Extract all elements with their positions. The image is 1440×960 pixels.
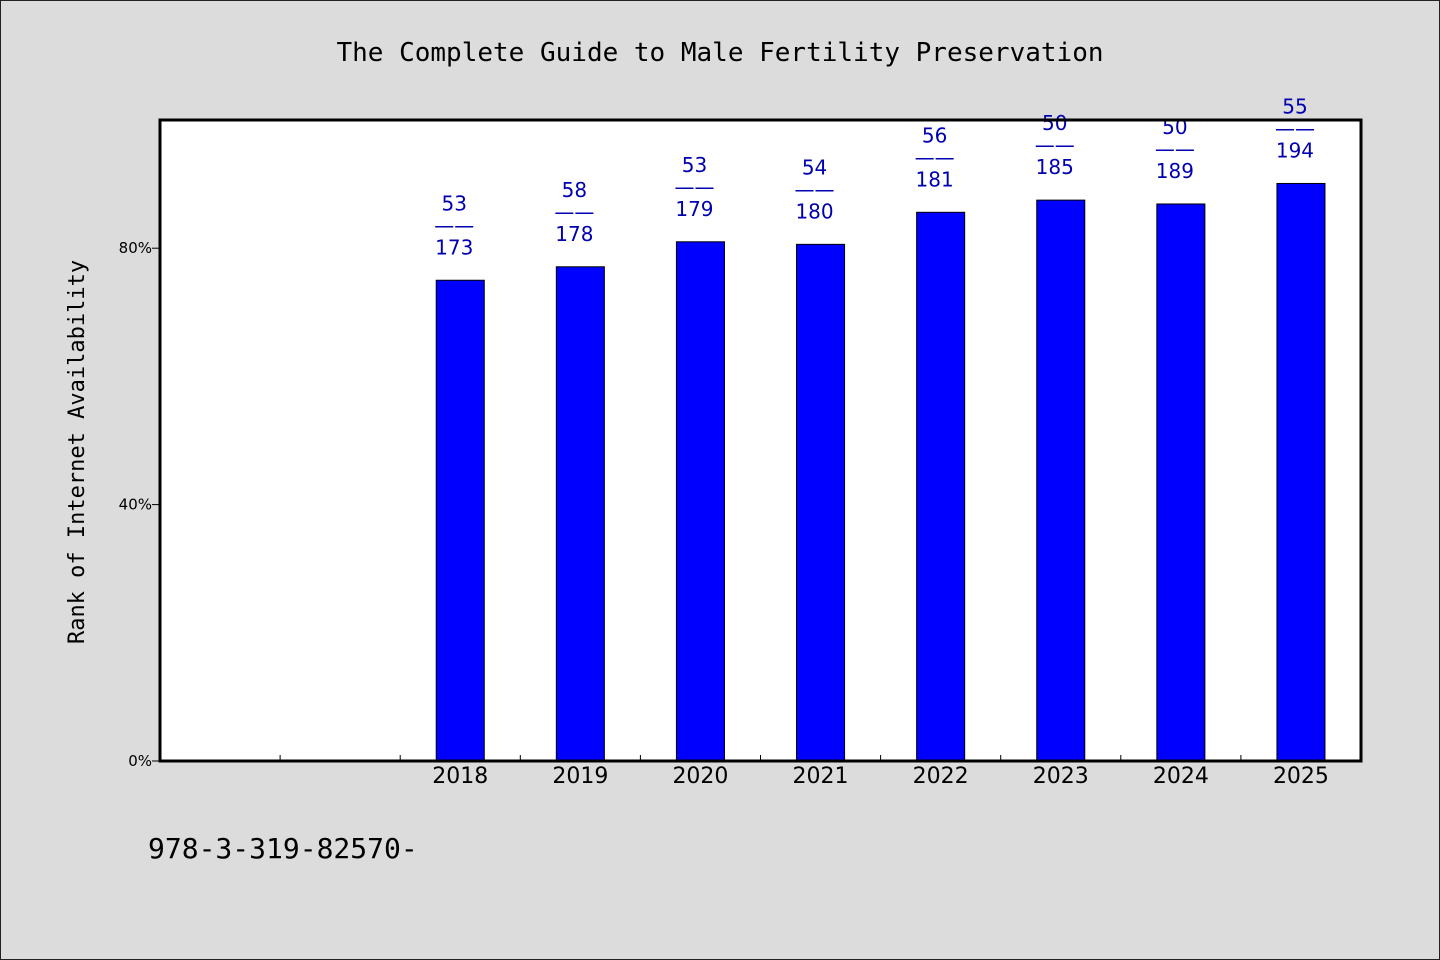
bar-2025 <box>1276 182 1326 762</box>
bar-2018 <box>435 279 485 762</box>
data-label-2025: 55 <box>1282 94 1307 118</box>
x-tick-label-2025: 2025 <box>1273 764 1329 789</box>
bar-2024 <box>1156 203 1206 762</box>
x-tick-label-2024: 2024 <box>1153 764 1209 789</box>
bar-2019 <box>555 266 605 762</box>
data-label-2021: 54 <box>802 155 827 179</box>
data-label-2023: —— <box>1035 133 1075 157</box>
data-label-2019: —— <box>554 200 594 224</box>
bars-group <box>435 182 1326 762</box>
x-tick-label-2021: 2021 <box>793 764 849 789</box>
chart-title: The Complete Guide to Male Fertility Pre… <box>336 38 1103 68</box>
data-label-2018: —— <box>434 213 474 237</box>
data-label-2025: 194 <box>1276 138 1314 162</box>
bar-2020 <box>675 241 725 762</box>
data-label-2019: 178 <box>555 222 593 246</box>
bar-2023 <box>1036 199 1086 762</box>
data-label-2020: —— <box>674 175 714 199</box>
isbn-footer: 978-3-319-82570- <box>148 832 418 865</box>
bar-2021 <box>796 243 846 762</box>
data-label-2021: —— <box>795 177 835 201</box>
x-tick-label-2018: 2018 <box>432 764 488 789</box>
data-label-2020: 179 <box>675 197 713 221</box>
data-label-2022: 181 <box>916 167 954 191</box>
data-label-2023: 50 <box>1042 111 1067 135</box>
bar-2022 <box>916 211 966 762</box>
x-tick-label-2020: 2020 <box>672 764 728 789</box>
data-label-2019: 58 <box>562 178 587 202</box>
x-tick-label-2022: 2022 <box>913 764 969 789</box>
x-tick-label-2019: 2019 <box>552 764 608 789</box>
data-label-2021: 180 <box>795 199 833 223</box>
y-tick-label: 80% <box>119 239 152 257</box>
data-label-2022: 56 <box>922 123 947 147</box>
data-label-2024: 189 <box>1156 159 1194 183</box>
plot-border <box>158 118 1363 763</box>
data-labels-group: 53——17358——17853——17954——18056——18150——1… <box>434 94 1315 259</box>
data-label-2024: —— <box>1155 137 1195 161</box>
data-label-2022: —— <box>915 145 955 169</box>
y-axis-label: Rank of Internet Availability <box>65 260 90 644</box>
data-label-2018: 173 <box>435 235 473 259</box>
y-axis-ticks: 0% 40% 80% <box>119 239 160 770</box>
data-label-2018: 53 <box>442 191 467 215</box>
x-axis-ticks: 2018 2019 2020 2021 2022 2023 2024 2025 <box>279 755 1329 789</box>
y-tick-label: 40% <box>119 496 152 514</box>
data-label-2020: 53 <box>682 153 707 177</box>
data-label-2023: 185 <box>1036 155 1074 179</box>
x-tick-label-2023: 2023 <box>1033 764 1089 789</box>
y-tick-label: 0% <box>128 752 152 770</box>
